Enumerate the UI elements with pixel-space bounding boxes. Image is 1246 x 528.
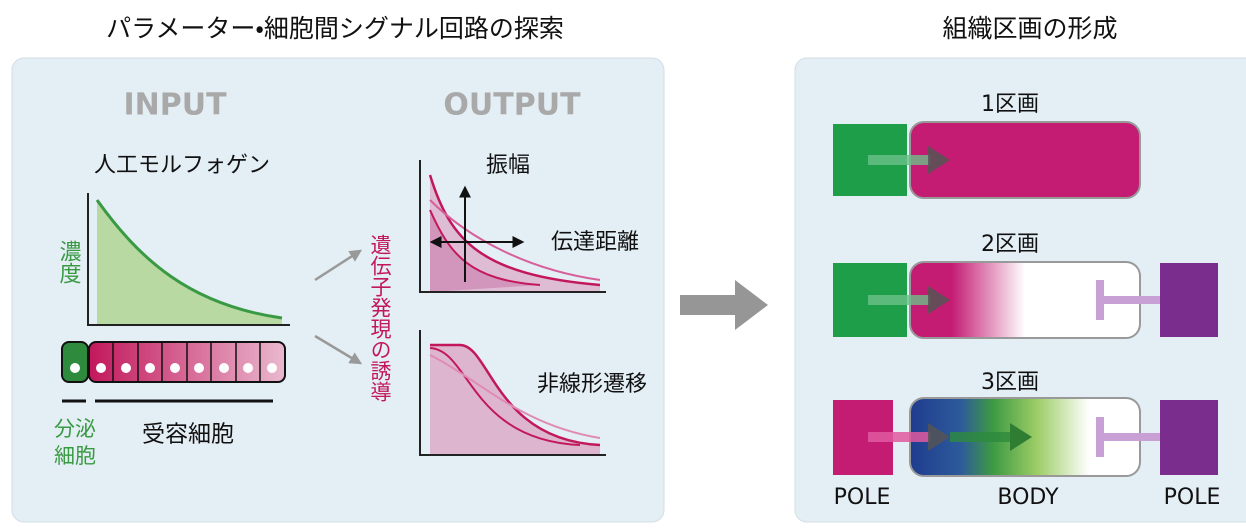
curve xyxy=(430,343,601,447)
curve xyxy=(429,209,541,286)
body-label: BODY xyxy=(997,485,1059,510)
range-label: 伝達距離 xyxy=(551,230,639,255)
pole xyxy=(1160,263,1218,337)
curve xyxy=(429,347,581,446)
concentration-area xyxy=(97,200,282,325)
left-title: パラメーター・細胞間シグナル回路の探索 xyxy=(106,14,564,43)
area xyxy=(430,175,600,292)
arrow xyxy=(314,249,363,282)
input-heading: INPUT xyxy=(123,88,227,123)
arrow xyxy=(928,423,950,451)
secreting-cell xyxy=(61,341,89,383)
axes xyxy=(419,160,606,293)
axes xyxy=(419,330,606,456)
cell-row xyxy=(61,341,286,383)
concentration-curve xyxy=(95,199,283,320)
arrow xyxy=(928,286,950,314)
arrow xyxy=(928,146,950,174)
row-label: 3区画 xyxy=(981,370,1039,395)
pole xyxy=(1160,400,1218,475)
concentration-label: 濃度 xyxy=(56,240,82,284)
output-heading: OUTPUT xyxy=(443,88,581,123)
expression-label: 遺伝子発現の誘導 xyxy=(368,234,392,402)
morphogen-label: 人工モルフォゲン xyxy=(94,153,270,178)
arrow xyxy=(1010,423,1032,451)
curve xyxy=(429,354,601,439)
curve xyxy=(428,174,601,287)
receiving-label: 受容細胞 xyxy=(142,422,234,448)
big-arrow xyxy=(680,280,768,330)
area xyxy=(430,210,540,292)
axes xyxy=(87,193,290,326)
secreting-label: 分泌 xyxy=(54,417,96,441)
row-label: 2区画 xyxy=(981,232,1039,257)
row-label: 1区画 xyxy=(981,92,1039,117)
area xyxy=(430,345,600,455)
pole-label: POLE xyxy=(1164,485,1221,510)
pole-label: POLE xyxy=(834,485,891,510)
curve xyxy=(429,199,601,281)
arrow xyxy=(314,334,363,365)
secreting-label: 細胞 xyxy=(54,444,96,468)
right-title: 組織区画の形成 xyxy=(942,14,1117,43)
amplitude-label: 振幅 xyxy=(486,153,530,178)
nonlinear-label: 非線形遷移 xyxy=(537,372,647,397)
